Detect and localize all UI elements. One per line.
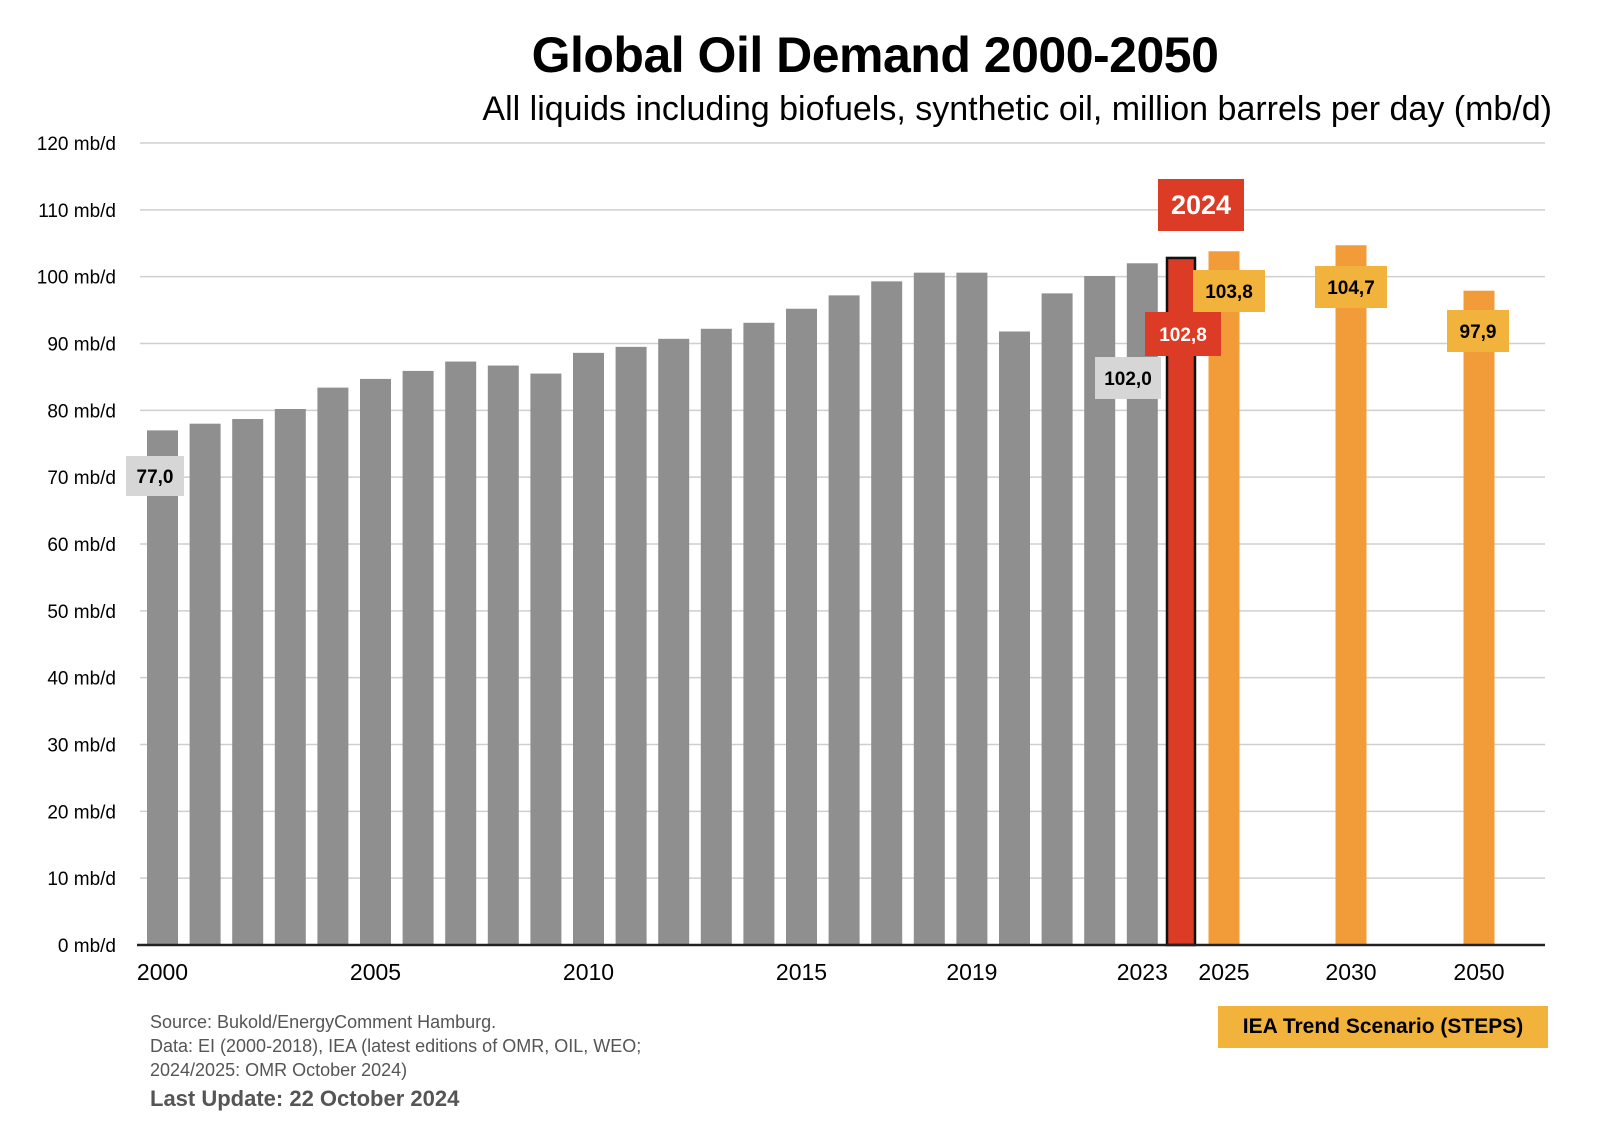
data-labels: 77,0 102,0 102,8 103,8 104,7 97,9 2024 [126,179,1509,496]
bar-2014 [743,322,775,945]
y-tick-label: 30 mb/d [47,736,116,757]
y-tick-label: 120 mb/d [37,134,116,155]
bar-2018 [913,272,945,945]
x-axis: 2000 2005 2010 2015 2019 2023 2025 2030 2050 [137,959,1505,985]
bar-2015 [786,308,817,945]
bar-2021 [1041,293,1073,945]
data-label-text: 103,8 [1205,282,1253,303]
source-line-1: Source: Bukold/EnergyComment Hamburg. [150,1012,497,1032]
bar-2009 [530,373,562,945]
x-tick-label: 2000 [137,959,188,985]
y-tick-label: 90 mb/d [47,335,116,356]
bar-2050 [1463,290,1495,945]
last-update: Last Update: 22 October 2024 [150,1086,460,1111]
x-tick-label: 2025 [1198,959,1249,985]
bars [147,245,1495,947]
annotation-2024: 2024 [1158,179,1244,231]
chart-title: Global Oil Demand 2000-2050 [531,27,1219,83]
x-tick-label: 2015 [776,959,827,985]
bar-2019 [956,272,988,945]
source-line-3: 2024/2025: OMR October 2024) [150,1060,408,1080]
bar-2025 [1208,251,1240,945]
y-tick-label: 0 mb/d [58,936,116,957]
source-line-2: Data: EI (2000-2018), IEA (latest editio… [150,1036,642,1056]
data-label-2023: 102,0 [1095,357,1161,399]
data-label-2030: 104,7 [1315,266,1387,308]
y-tick-label: 80 mb/d [47,401,116,422]
bar-2017 [871,281,903,946]
data-label-2025: 103,8 [1193,270,1265,312]
legend-steps: IEA Trend Scenario (STEPS) [1218,1006,1548,1048]
y-tick-label: 20 mb/d [47,802,116,823]
y-axis: 0 mb/d 10 mb/d 20 mb/d 30 mb/d 40 mb/d 50 mb/… [37,134,116,957]
annotation-box [1158,179,1244,231]
y-tick-label: 70 mb/d [47,468,116,489]
bar-2003 [274,408,306,945]
data-label-box [1193,270,1265,312]
y-tick-label: 100 mb/d [37,268,116,289]
x-tick-label: 2030 [1325,959,1376,985]
y-tick-label: 40 mb/d [47,669,116,690]
bar-2006 [402,370,434,945]
bar-2008 [487,365,519,945]
bar-2005 [360,378,391,946]
bar-2024 [1165,256,1197,947]
bar-2007 [445,361,477,945]
data-label-text: 102,8 [1159,325,1207,346]
x-tick-label: 2050 [1453,959,1504,985]
bar-2000 [147,430,178,946]
y-tick-label: 50 mb/d [47,602,116,623]
x-tick-label: 2019 [946,959,997,985]
x-tick-label: 2023 [1117,959,1168,985]
bar-2010 [573,352,604,945]
chart-subtitle: All liquids including biofuels, syntheti… [482,90,1552,128]
annotation-text: 2024 [1171,190,1231,220]
x-tick-label: 2010 [563,959,614,985]
data-label-text: 77,0 [137,467,174,488]
y-tick-label: 10 mb/d [47,869,116,890]
x-tick-label: 2005 [350,959,401,985]
bar-2011 [615,346,647,945]
data-label-2050: 97,9 [1447,310,1509,352]
data-label-box [1315,266,1387,308]
bar-2012 [658,338,690,945]
data-label-text: 97,9 [1460,322,1497,343]
bar-2030 [1335,245,1367,945]
data-label-box [126,456,184,496]
y-tick-label: 110 mb/d [38,201,116,222]
data-label-text: 102,0 [1104,369,1152,390]
bar-2013 [700,328,732,946]
bar-2020 [999,331,1030,946]
bar-2001 [189,423,221,945]
data-label-2024: 102,8 [1145,312,1221,356]
data-label-box [1145,312,1221,356]
bar-2016 [828,295,860,945]
data-label-2000: 77,0 [126,456,184,496]
source-note: Source: Bukold/EnergyComment Hamburg. Da… [150,1010,641,1082]
y-tick-label: 60 mb/d [47,535,116,556]
data-label-box [1447,310,1509,352]
data-label-box [1095,357,1161,399]
data-label-text: 104,7 [1327,278,1375,299]
bar-2004 [317,387,349,945]
bar-2002 [232,419,264,945]
